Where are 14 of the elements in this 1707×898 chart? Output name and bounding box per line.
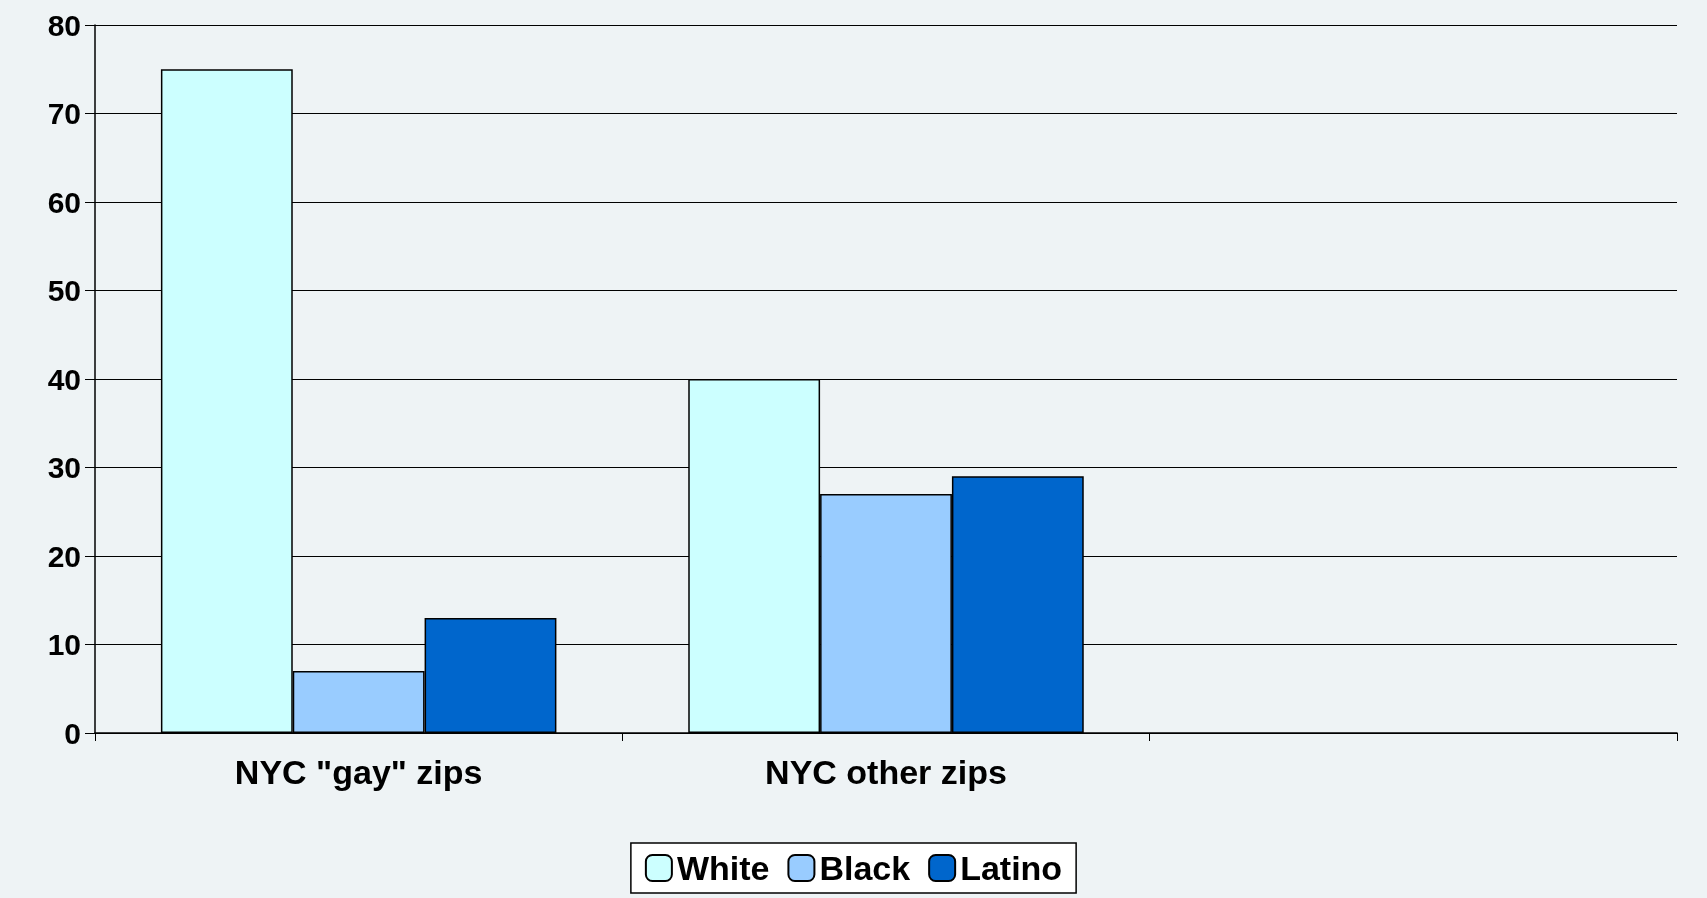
legend-label: Black xyxy=(819,849,911,887)
legend-label: Latino xyxy=(960,849,1063,887)
y-tick-label: 70 xyxy=(47,97,81,130)
legend-label: White xyxy=(676,849,770,887)
y-tick-label: 40 xyxy=(47,362,81,396)
y-tick-label: 80 xyxy=(47,8,81,42)
y-tick-label: 10 xyxy=(47,628,81,661)
y-tick-label: 20 xyxy=(47,539,81,573)
y-tick-label: 30 xyxy=(47,451,81,484)
y-tick-label: 0 xyxy=(64,716,81,750)
y-tick-label: 50 xyxy=(47,274,81,307)
x-tick-label: NYC "gay" zips xyxy=(234,753,483,791)
y-tick-label: 60 xyxy=(47,185,81,219)
x-tick-label: NYC other zips xyxy=(765,753,1007,791)
